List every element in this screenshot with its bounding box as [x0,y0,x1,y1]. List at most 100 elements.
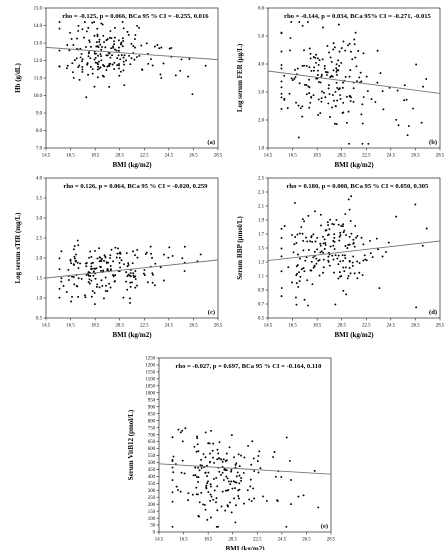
data-point [280,255,283,258]
data-point [301,218,304,221]
data-point [238,497,240,500]
x-tick-label: 26.5 [411,154,420,159]
data-point [87,73,90,76]
data-point [96,283,99,286]
data-point [177,428,180,431]
data-point [319,251,322,254]
x-tick-label: 16.5 [66,324,75,329]
data-point [353,43,356,46]
data-point [320,97,323,100]
data-point [329,218,332,221]
x-tick-label: 26.5 [302,538,311,543]
data-point [322,271,325,274]
data-point [212,478,215,480]
data-point [105,54,108,57]
data-point [69,31,71,34]
data-point [116,64,119,67]
data-point [283,225,286,227]
data-point [90,279,93,282]
data-point [320,100,323,103]
y-tick-label: 4.0 [258,63,265,68]
y-axis-label: Log serum sTfR (mg/L) [14,212,22,284]
data-point [258,450,261,453]
data-point [209,483,212,486]
data-point [346,247,349,250]
data-point [79,47,82,50]
data-point [58,268,61,271]
data-point [337,223,340,226]
data-point [338,50,341,53]
data-point [174,74,177,77]
data-point [111,54,114,57]
data-point [342,289,345,292]
data-point [129,63,132,66]
data-point [171,479,174,481]
data-point [310,69,313,72]
data-point [113,40,115,43]
data-point [114,274,117,277]
data-point [349,100,352,102]
data-point [342,266,345,269]
data-point [301,24,304,27]
data-point [297,136,300,139]
data-point [197,476,200,479]
x-tick-label: 18.5 [91,324,100,329]
data-point [332,42,335,45]
data-point [206,518,209,521]
data-point [280,86,283,89]
data-point [342,40,345,43]
data-point [202,453,205,455]
data-point [101,74,104,77]
x-tick-label: 14.5 [42,324,51,329]
data-point [73,59,76,62]
data-point [108,36,111,39]
data-point [204,456,207,459]
data-point [330,60,333,63]
data-point [294,76,297,79]
data-point [362,52,365,55]
x-tick-label: 14.5 [42,154,51,159]
x-tick-label: 24.5 [387,154,396,159]
data-point [107,261,110,264]
y-tick-label: 12.0 [34,59,43,64]
data-point [365,75,368,78]
data-point [132,45,135,47]
data-point [136,24,139,27]
x-tick-label: 28.5 [436,324,444,329]
data-point [123,263,125,266]
data-point [102,34,105,37]
data-point [209,461,211,464]
data-point [298,271,300,274]
y-tick-label: 750 [148,426,156,431]
x-tick-label: 28.5 [214,154,223,159]
data-point [303,220,306,223]
data-point [231,487,234,490]
data-point [251,440,254,443]
data-point [67,268,70,271]
data-point [329,245,332,248]
data-point [348,235,351,238]
data-point [313,66,316,69]
data-point [349,272,352,275]
data-point [108,63,111,65]
data-point [90,267,92,270]
data-point [243,502,246,505]
y-tick-label: 450 [148,468,156,473]
data-point [358,271,361,274]
data-point [238,482,241,485]
data-point [84,262,87,265]
correlation-annotation: rho = -0.027, p = 0.697, BCa 95 % CI = -… [175,363,322,370]
data-point [144,253,147,255]
data-point [108,52,111,55]
data-point [196,443,199,446]
data-point [303,83,306,86]
data-point [328,264,331,267]
data-point [205,486,208,489]
data-point [308,66,311,69]
data-point [151,256,153,259]
data-point [396,89,399,92]
data-point [204,64,207,67]
data-point [68,49,71,52]
y-tick-label: 7.0 [36,147,43,152]
data-point [197,466,200,469]
